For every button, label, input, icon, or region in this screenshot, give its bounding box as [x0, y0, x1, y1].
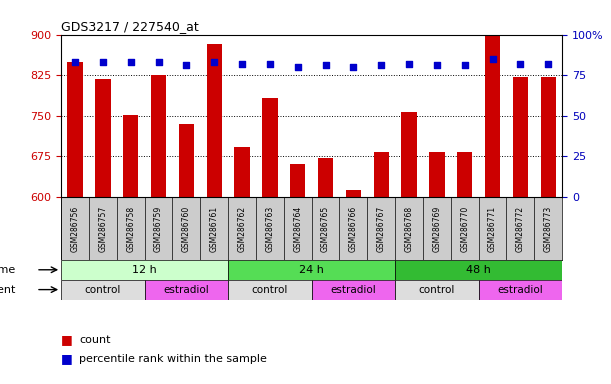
Text: GSM286757: GSM286757: [98, 206, 108, 253]
Text: estradiol: estradiol: [497, 285, 543, 295]
Text: 48 h: 48 h: [466, 265, 491, 275]
Text: GSM286756: GSM286756: [70, 206, 79, 253]
Text: ■: ■: [61, 333, 73, 346]
Text: control: control: [419, 285, 455, 295]
Point: [543, 61, 553, 67]
Text: GSM286759: GSM286759: [154, 206, 163, 253]
Text: GSM286769: GSM286769: [433, 206, 441, 253]
Text: count: count: [79, 335, 111, 345]
Text: ■: ■: [61, 353, 73, 366]
Bar: [228, 260, 395, 280]
Bar: [395, 260, 562, 280]
Bar: [61, 260, 228, 280]
Point: [126, 59, 136, 65]
Text: GSM286764: GSM286764: [293, 206, 302, 253]
Bar: [151, 75, 166, 197]
Text: GSM286758: GSM286758: [126, 206, 135, 252]
Point: [488, 56, 497, 62]
Point: [293, 64, 302, 70]
Text: GSM286773: GSM286773: [544, 206, 553, 253]
Bar: [228, 280, 312, 300]
Bar: [145, 280, 228, 300]
Text: GSM286771: GSM286771: [488, 206, 497, 252]
Point: [348, 64, 358, 70]
Bar: [207, 44, 222, 197]
Bar: [395, 280, 478, 300]
Point: [376, 62, 386, 68]
Bar: [541, 77, 556, 197]
Point: [460, 62, 470, 68]
Bar: [478, 280, 562, 300]
Bar: [95, 79, 111, 197]
Bar: [485, 18, 500, 197]
Point: [181, 62, 191, 68]
Point: [432, 62, 442, 68]
Point: [210, 59, 219, 65]
Text: time: time: [0, 265, 16, 275]
Bar: [513, 77, 528, 197]
Text: GSM286767: GSM286767: [377, 206, 386, 253]
Text: control: control: [252, 285, 288, 295]
Point: [98, 59, 108, 65]
Point: [321, 62, 331, 68]
Text: agent: agent: [0, 285, 16, 295]
Point: [265, 61, 275, 67]
Text: estradiol: estradiol: [331, 285, 376, 295]
Bar: [178, 124, 194, 197]
Text: GSM286768: GSM286768: [404, 206, 414, 252]
Point: [237, 61, 247, 67]
Point: [404, 61, 414, 67]
Text: 12 h: 12 h: [132, 265, 157, 275]
Text: control: control: [85, 285, 121, 295]
Text: GSM286770: GSM286770: [460, 206, 469, 253]
Text: percentile rank within the sample: percentile rank within the sample: [79, 354, 267, 364]
Bar: [457, 152, 472, 197]
Text: GSM286760: GSM286760: [182, 206, 191, 253]
Bar: [67, 61, 82, 197]
Text: GDS3217 / 227540_at: GDS3217 / 227540_at: [61, 20, 199, 33]
Text: GSM286765: GSM286765: [321, 206, 330, 253]
Bar: [61, 280, 145, 300]
Bar: [429, 152, 445, 197]
Bar: [401, 112, 417, 197]
Point: [153, 59, 163, 65]
Text: 24 h: 24 h: [299, 265, 324, 275]
Text: GSM286761: GSM286761: [210, 206, 219, 252]
Text: GSM286766: GSM286766: [349, 206, 358, 253]
Text: GSM286772: GSM286772: [516, 206, 525, 252]
Bar: [373, 152, 389, 197]
Bar: [235, 147, 250, 197]
Bar: [123, 114, 138, 197]
Bar: [318, 158, 333, 197]
Point: [70, 59, 80, 65]
Bar: [262, 98, 277, 197]
Text: GSM286762: GSM286762: [238, 206, 246, 252]
Text: estradiol: estradiol: [164, 285, 209, 295]
Bar: [312, 280, 395, 300]
Point: [516, 61, 525, 67]
Bar: [290, 164, 306, 197]
Bar: [346, 190, 361, 197]
Text: GSM286763: GSM286763: [265, 206, 274, 253]
